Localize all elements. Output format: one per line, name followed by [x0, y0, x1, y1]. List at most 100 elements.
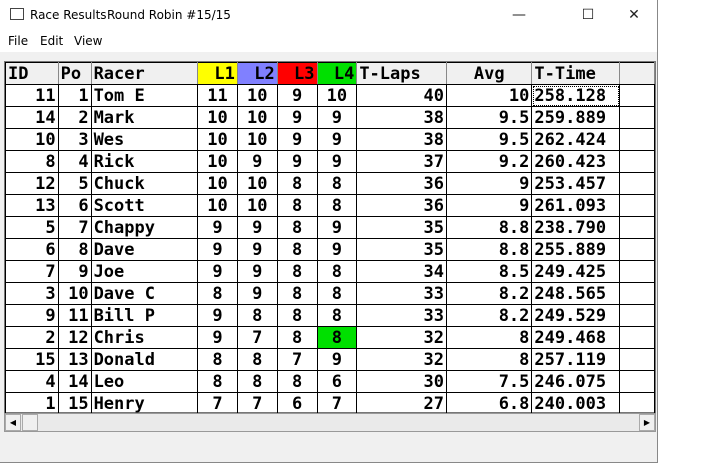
cell-racer[interactable]: Henry [90, 392, 199, 415]
cell-l2[interactable]: 9 [236, 282, 278, 305]
menu-file[interactable]: File [8, 34, 29, 48]
cell-l2[interactable]: 7 [236, 392, 278, 415]
cell-avg[interactable]: 8 [446, 326, 533, 349]
results-grid[interactable]: ID Po Racer L1 L2 L3 L4 T-Laps Avg T-Time 11 1 Tom E… [4, 61, 656, 415]
cell-t-laps[interactable]: 32 [356, 348, 448, 371]
cell-l2[interactable]: 9 [236, 150, 278, 173]
cell-t-time[interactable]: 249.529 [531, 304, 621, 327]
cell-l2[interactable]: 7 [236, 326, 278, 349]
minimize-button[interactable]: — [512, 7, 526, 23]
cell-l2[interactable]: 8 [236, 304, 278, 327]
cell-l4[interactable]: 6 [316, 370, 358, 393]
cell-racer[interactable]: Donald [90, 348, 199, 371]
cell-l4[interactable]: 9 [316, 238, 358, 261]
header-l1[interactable]: L1 [197, 62, 238, 85]
cell-racer[interactable]: Joe [90, 260, 199, 283]
cell-avg[interactable]: 9 [446, 194, 533, 217]
cell-t-laps[interactable]: 35 [356, 216, 448, 239]
cell-avg[interactable]: 8.8 [446, 216, 533, 239]
cell-pos[interactable]: 8 [57, 238, 92, 261]
cell-l4[interactable]: 9 [316, 128, 358, 151]
cell-id[interactable]: 8 [5, 150, 59, 173]
menu-edit[interactable]: Edit [40, 34, 64, 48]
cell-t-time[interactable]: 238.790 [531, 216, 621, 239]
cell-l3[interactable]: 8 [276, 304, 318, 327]
cell-t-laps[interactable]: 40 [356, 84, 448, 107]
cell-pos[interactable]: 2 [57, 106, 92, 129]
cell-racer[interactable]: Chris [90, 326, 199, 349]
table-row[interactable]: 3 10 Dave C 8 9 8 8 33 8.2 248.565 [5, 282, 655, 305]
table-row[interactable]: 5 7 Chappy 9 9 8 9 35 8.8 238.790 [5, 216, 655, 239]
cell-l4[interactable]: 8 [316, 282, 358, 305]
cell-l1[interactable]: 9 [197, 326, 238, 349]
cell-l1[interactable]: 8 [197, 370, 238, 393]
cell-t-laps[interactable]: 38 [356, 106, 448, 129]
cell-t-time[interactable]: 249.468 [531, 326, 621, 349]
cell-pos[interactable]: 14 [57, 370, 92, 393]
cell-l2[interactable]: 8 [236, 348, 278, 371]
cell-racer[interactable]: Mark [90, 106, 199, 129]
scroll-thumb[interactable] [22, 414, 38, 431]
cell-l3[interactable]: 9 [276, 84, 318, 107]
cell-l3[interactable]: 6 [276, 392, 318, 415]
maximize-button[interactable]: ☐ [581, 7, 595, 23]
table-row[interactable]: 7 9 Joe 9 9 8 8 34 8.5 249.425 [5, 260, 655, 283]
cell-l3[interactable]: 8 [276, 282, 318, 305]
cell-t-time[interactable]: 258.128 [531, 84, 621, 107]
cell-t-laps[interactable]: 35 [356, 238, 448, 261]
cell-l1[interactable]: 7 [197, 392, 238, 415]
table-row[interactable]: 10 3 Wes 10 10 9 9 38 9.5 262.424 [5, 128, 655, 151]
cell-l2[interactable]: 8 [236, 370, 278, 393]
table-row[interactable]: 4 14 Leo 8 8 8 6 30 7.5 246.075 [5, 370, 655, 393]
cell-l4[interactable]: 9 [316, 150, 358, 173]
cell-id[interactable]: 3 [5, 282, 59, 305]
cell-t-laps[interactable]: 33 [356, 304, 448, 327]
cell-avg[interactable]: 9 [446, 172, 533, 195]
cell-t-laps[interactable]: 36 [356, 194, 448, 217]
cell-l1[interactable]: 8 [197, 282, 238, 305]
cell-t-time[interactable]: 246.075 [531, 370, 621, 393]
table-row[interactable]: 8 4 Rick 10 9 9 9 37 9.2 260.423 [5, 150, 655, 173]
cell-t-laps[interactable]: 30 [356, 370, 448, 393]
cell-pos[interactable]: 5 [57, 172, 92, 195]
table-row[interactable]: 6 8 Dave 9 9 8 9 35 8.8 255.889 [5, 238, 655, 261]
cell-l3[interactable]: 8 [276, 370, 318, 393]
scroll-right-icon[interactable]: ▶ [639, 414, 655, 431]
cell-t-time[interactable]: 248.565 [531, 282, 621, 305]
header-l2[interactable]: L2 [236, 62, 278, 85]
cell-avg[interactable]: 8.2 [446, 304, 533, 327]
cell-l4[interactable]: 7 [316, 392, 358, 415]
cell-l2[interactable]: 10 [236, 84, 278, 107]
cell-id[interactable]: 5 [5, 216, 59, 239]
header-t-time[interactable]: T-Time [531, 62, 621, 85]
cell-pos[interactable]: 7 [57, 216, 92, 239]
cell-l3[interactable]: 8 [276, 194, 318, 217]
cell-pos[interactable]: 3 [57, 128, 92, 151]
cell-l2[interactable]: 9 [236, 238, 278, 261]
horizontal-scrollbar[interactable]: ◀ ▶ [4, 413, 656, 432]
menu-view[interactable]: View [74, 34, 103, 48]
cell-l1[interactable]: 10 [197, 172, 238, 195]
cell-avg[interactable]: 8.2 [446, 282, 533, 305]
cell-racer[interactable]: Rick [90, 150, 199, 173]
cell-pos[interactable]: 9 [57, 260, 92, 283]
cell-racer[interactable]: Tom E [90, 84, 199, 107]
cell-pos[interactable]: 12 [57, 326, 92, 349]
cell-l3[interactable]: 9 [276, 128, 318, 151]
cell-l1[interactable]: 9 [197, 304, 238, 327]
cell-l3[interactable]: 8 [276, 238, 318, 261]
cell-l2[interactable]: 9 [236, 260, 278, 283]
cell-l2[interactable]: 10 [236, 128, 278, 151]
table-row[interactable]: 1 15 Henry 7 7 6 7 27 6.8 240.003 [5, 392, 655, 415]
cell-l4[interactable]: 9 [316, 106, 358, 129]
cell-id[interactable]: 1 [5, 392, 59, 415]
cell-racer[interactable]: Scott [90, 194, 199, 217]
cell-l1[interactable]: 9 [197, 260, 238, 283]
cell-pos[interactable]: 13 [57, 348, 92, 371]
cell-t-laps[interactable]: 37 [356, 150, 448, 173]
table-row[interactable]: 13 6 Scott 10 10 8 8 36 9 261.093 [5, 194, 655, 217]
cell-racer[interactable]: Chuck [90, 172, 199, 195]
cell-racer[interactable]: Chappy [90, 216, 199, 239]
cell-l1[interactable]: 9 [197, 216, 238, 239]
table-row[interactable]: 2 12 Chris 9 7 8 8 32 8 249.468 [5, 326, 655, 349]
